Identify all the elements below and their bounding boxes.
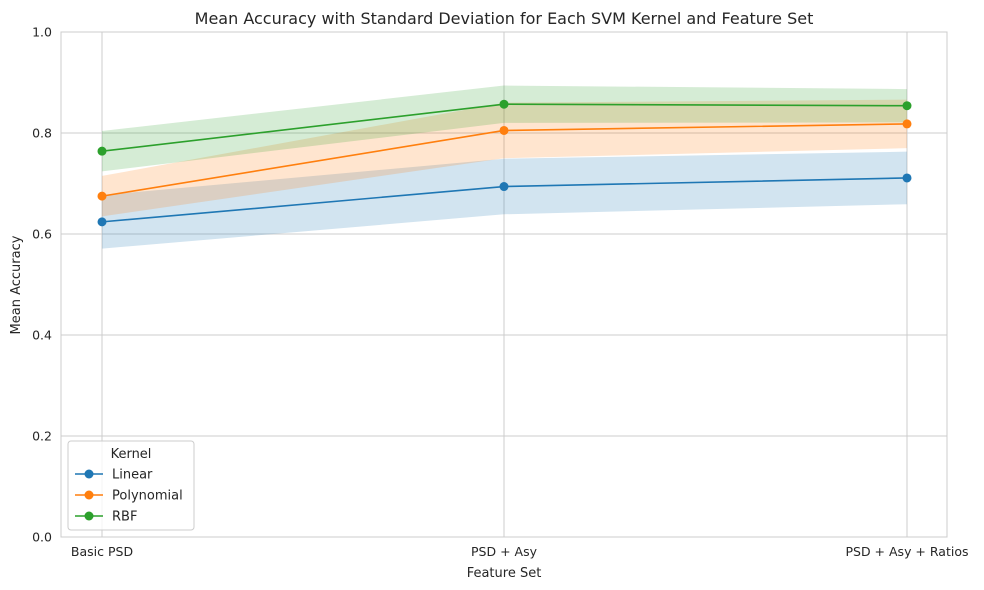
legend-items: Linear Polynomial RBF xyxy=(75,468,183,525)
std-band-linear xyxy=(102,151,907,249)
data-point-rbf xyxy=(97,146,107,156)
x-tick-labels: Basic PSD PSD + Asy PSD + Asy + Ratios xyxy=(71,544,969,559)
y-tick-label: 0.2 xyxy=(32,429,52,444)
y-tick-label: 1.0 xyxy=(32,25,52,40)
x-tick-label: PSD + Asy xyxy=(471,544,538,559)
y-tick-labels: 0.0 0.2 0.4 0.6 0.8 1.0 xyxy=(32,25,52,545)
x-axis-label: Feature Set xyxy=(467,566,542,581)
y-axis-label: Mean Accuracy xyxy=(9,235,24,334)
data-point-linear xyxy=(902,173,912,183)
legend-item-rbf[interactable]: RBF xyxy=(75,510,137,525)
data-point-linear xyxy=(499,182,509,192)
data-point-polynomial xyxy=(97,191,107,201)
legend-label-polynomial: Polynomial xyxy=(112,489,183,504)
std-band-polynomial xyxy=(102,99,907,217)
x-tick-label: Basic PSD xyxy=(71,544,133,559)
chart-title: Mean Accuracy with Standard Deviation fo… xyxy=(195,9,814,28)
legend-item-polynomial[interactable]: Polynomial xyxy=(75,489,183,504)
legend-marker-polynomial xyxy=(84,490,94,500)
legend-label-linear: Linear xyxy=(112,468,153,483)
data-point-polynomial xyxy=(499,125,509,135)
data-point-rbf xyxy=(902,101,912,111)
data-point-linear xyxy=(97,217,107,227)
plot-frame xyxy=(60,31,948,538)
legend-title: Kernel xyxy=(111,447,152,462)
series-points xyxy=(97,99,912,227)
std-band-rbf xyxy=(102,85,907,172)
legend[interactable]: Kernel Linear Polynomial RBF xyxy=(67,440,195,531)
x-tick-label: PSD + Asy + Ratios xyxy=(845,544,968,559)
legend-item-linear[interactable]: Linear xyxy=(75,468,153,483)
legend-label-rbf: RBF xyxy=(112,510,137,525)
data-point-polynomial xyxy=(902,119,912,129)
legend-marker-linear xyxy=(84,469,94,479)
y-tick-label: 0.4 xyxy=(32,328,52,343)
legend-box xyxy=(67,440,195,531)
legend-marker-rbf xyxy=(84,511,94,521)
y-tick-label: 0.0 xyxy=(32,530,52,545)
y-tick-label: 0.8 xyxy=(32,126,52,141)
data-point-rbf xyxy=(499,99,509,109)
std-bands xyxy=(102,85,907,249)
y-tick-label: 0.6 xyxy=(32,227,52,242)
